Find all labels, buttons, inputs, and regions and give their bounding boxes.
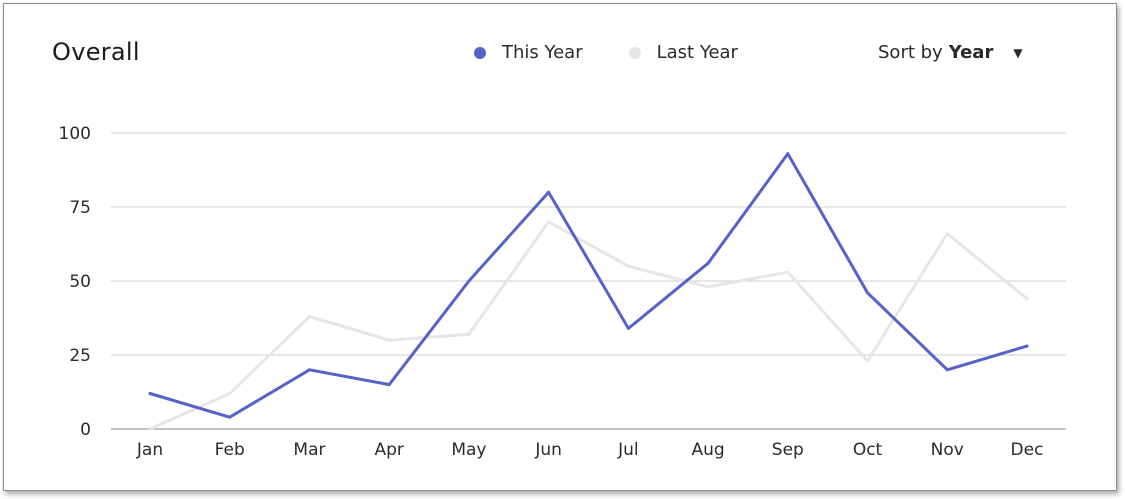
data-point-last-year[interactable] xyxy=(786,270,790,274)
legend-label-last-year: Last Year xyxy=(656,42,738,63)
data-point-last-year[interactable] xyxy=(626,264,630,268)
data-point-this-year[interactable] xyxy=(547,190,551,194)
legend-item-this-year[interactable]: This Year xyxy=(474,42,583,63)
y-tick-label: 100 xyxy=(59,124,91,144)
x-tick-label: Sep xyxy=(772,440,804,460)
data-point-this-year[interactable] xyxy=(626,326,630,330)
x-tick-label: Jun xyxy=(534,440,562,460)
data-point-this-year[interactable] xyxy=(467,279,471,283)
x-axis-ticks: Jan Feb Mar Apr May Jun Jul Aug Sep Oct Nov Dec xyxy=(136,440,1044,460)
data-point-last-year[interactable] xyxy=(1025,297,1029,301)
data-point-this-year[interactable] xyxy=(706,261,710,265)
y-tick-label: 25 xyxy=(69,346,91,366)
data-point-last-year[interactable] xyxy=(148,427,152,431)
data-point-last-year[interactable] xyxy=(228,391,232,395)
sort-label: Sort by xyxy=(878,42,943,63)
data-point-last-year[interactable] xyxy=(866,359,870,363)
data-point-this-year[interactable] xyxy=(866,291,870,295)
x-tick-label: Oct xyxy=(853,440,883,460)
x-tick-label: Jan xyxy=(136,440,163,460)
y-tick-label: 50 xyxy=(69,272,91,292)
chevron-down-icon: ▼ xyxy=(1013,45,1023,60)
legend-label-this-year: This Year xyxy=(502,42,583,63)
x-tick-label: Dec xyxy=(1011,440,1044,460)
y-tick-label: 75 xyxy=(69,198,91,218)
data-point-this-year[interactable] xyxy=(307,368,311,372)
data-point-last-year[interactable] xyxy=(307,315,311,319)
data-point-this-year[interactable] xyxy=(228,415,232,419)
data-point-last-year[interactable] xyxy=(706,285,710,289)
legend-item-last-year[interactable]: Last Year xyxy=(628,42,738,63)
data-point-this-year[interactable] xyxy=(945,368,949,372)
x-tick-label: Nov xyxy=(931,440,964,460)
data-point-last-year[interactable] xyxy=(547,220,551,224)
data-point-last-year[interactable] xyxy=(467,332,471,336)
x-tick-label: Aug xyxy=(691,440,724,460)
chart-title: Overall xyxy=(52,38,140,66)
data-point-this-year[interactable] xyxy=(1025,344,1029,348)
sort-value: Year xyxy=(948,42,994,63)
grid-layer xyxy=(111,132,1066,430)
data-point-last-year[interactable] xyxy=(945,232,949,236)
x-tick-label: Mar xyxy=(293,440,325,460)
x-tick-label: Jul xyxy=(617,440,639,460)
y-tick-label: 0 xyxy=(80,420,91,440)
chart-legend: This Year Last Year xyxy=(474,42,784,63)
series-line-this-year xyxy=(148,152,1029,419)
x-tick-label: May xyxy=(451,440,486,460)
legend-dot-icon xyxy=(628,46,641,59)
legend-dot-icon xyxy=(474,46,486,59)
x-tick-label: Feb xyxy=(215,440,245,460)
sort-dropdown[interactable]: Sort by Year ▼ xyxy=(878,42,1023,63)
series-line-last-year xyxy=(148,220,1029,431)
y-axis-ticks: 0 25 50 75 100 xyxy=(59,124,91,440)
data-point-last-year[interactable] xyxy=(387,338,391,342)
x-tick-label: Apr xyxy=(374,440,403,460)
chart-card xyxy=(3,3,1117,491)
data-point-this-year[interactable] xyxy=(148,391,152,395)
data-point-this-year[interactable] xyxy=(786,152,790,156)
data-point-this-year[interactable] xyxy=(387,383,391,387)
series-layer xyxy=(148,152,1029,431)
